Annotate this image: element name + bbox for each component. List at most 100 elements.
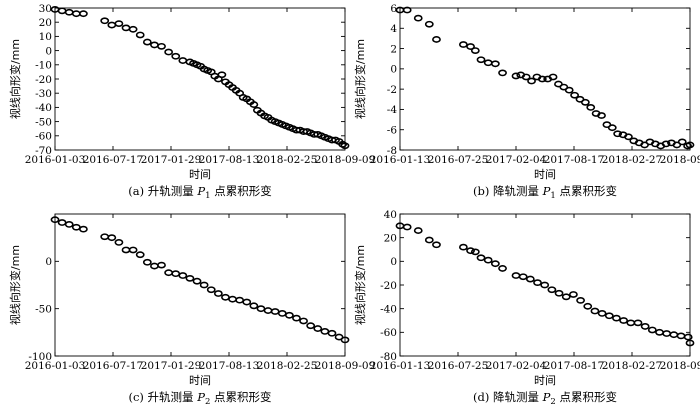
y-tick-label: 30	[39, 3, 52, 15]
data-point	[71, 223, 81, 231]
caption-variable: P	[542, 184, 551, 198]
data-point	[135, 31, 145, 39]
data-point	[199, 281, 209, 289]
data-point	[554, 289, 564, 297]
data-point	[277, 309, 287, 317]
y-tick-label: -50	[35, 116, 52, 128]
panel-caption: (b) 降轨测量 P1 点累积形变	[473, 184, 617, 201]
data-point	[100, 17, 110, 25]
data-point	[79, 10, 88, 18]
y-tick-label: -60	[380, 327, 397, 339]
data-point	[424, 20, 434, 28]
x-tick-label: 2018-02-25	[257, 154, 318, 166]
y-tick-label: -20	[380, 280, 397, 292]
data-point	[320, 327, 330, 335]
data-point	[683, 333, 693, 341]
y-axis-label: 视线向形变/mm	[353, 245, 367, 325]
data-point	[242, 298, 252, 306]
data-point	[576, 296, 585, 304]
y-tick-label: -70	[35, 145, 52, 157]
y-axis-label: 视线向形变/mm	[353, 39, 367, 119]
y-tick-label: -10	[35, 60, 52, 72]
caption-prefix: (c) 升轨测量	[128, 390, 197, 404]
x-tick-label: 2018-09-09	[315, 360, 376, 372]
data-point	[540, 281, 550, 289]
plot-frame	[399, 213, 691, 357]
x-axis-label: 时间	[189, 374, 211, 387]
data-point	[402, 223, 412, 231]
data-point	[57, 7, 67, 15]
data-point	[661, 140, 671, 148]
x-axis-label: 时间	[189, 168, 211, 181]
data-point	[669, 331, 679, 339]
data-point	[313, 325, 323, 332]
data-point	[107, 21, 117, 29]
data-point	[150, 41, 159, 49]
data-point	[470, 47, 480, 54]
data-point	[498, 265, 507, 272]
data-point	[114, 20, 124, 28]
data-point	[164, 269, 174, 277]
data-point	[142, 38, 152, 46]
data-point	[142, 258, 152, 266]
data-point	[128, 25, 138, 33]
y-tick-label: -40	[380, 303, 397, 315]
data-point	[57, 219, 67, 226]
caption-prefix: (a) 升轨测量	[128, 184, 197, 198]
data-point	[402, 6, 412, 14]
data-point	[604, 312, 614, 320]
data-point	[633, 319, 643, 327]
x-tick-label: 2016-07-25	[428, 360, 489, 372]
y-tick-label: 4	[390, 23, 397, 35]
data-point	[157, 261, 166, 269]
data-point	[424, 236, 434, 244]
data-point	[612, 314, 621, 322]
y-tick-label: -40	[35, 102, 52, 114]
plot-frame	[399, 7, 691, 151]
data-point	[527, 77, 536, 85]
y-tick-label: -50	[35, 303, 52, 315]
data-point	[171, 270, 181, 278]
data-point	[662, 330, 672, 337]
data-point	[490, 60, 500, 68]
x-tick-label: 2017-08-17	[544, 154, 605, 166]
data-point	[597, 309, 607, 317]
y-tick-label: 6	[390, 3, 397, 15]
y-tick-label: -6	[387, 125, 398, 137]
data-point	[533, 279, 542, 287]
y-axis-label: 视线向形变/mm	[8, 39, 22, 119]
data-point	[476, 254, 486, 262]
data-point	[583, 302, 593, 310]
caption-variable: P	[542, 390, 551, 404]
data-point	[64, 8, 74, 16]
y-tick-label: 0	[390, 256, 397, 268]
data-point	[647, 326, 657, 334]
chart-panel-1: 6 4 2 0 -2 -4 -6 -82016-01-132016-07-252017-02-…	[353, 3, 700, 201]
data-point	[518, 273, 528, 281]
chart-panel-0: 3020100-10-20-30-40-50-60-702016-01-0320…	[8, 3, 375, 201]
data-point	[569, 291, 578, 298]
x-tick-label: 2016-01-13	[370, 360, 431, 372]
panel-caption: (c) 升轨测量 P2 点累积形变	[128, 390, 271, 406]
data-point	[677, 138, 687, 146]
plot-frame	[54, 213, 346, 357]
y-tick-label: 20	[384, 232, 397, 244]
y-tick-label: -60	[35, 131, 52, 143]
data-point	[525, 275, 535, 283]
data-point	[619, 317, 629, 324]
x-tick-label: 2016-01-13	[370, 154, 431, 166]
x-tick-label: 2016-07-17	[83, 154, 144, 166]
x-tick-label: 2018-02-27	[602, 154, 663, 166]
x-tick-label: 2018-09-09	[660, 360, 700, 372]
y-tick-label: 20	[39, 17, 52, 29]
data-point	[640, 323, 650, 330]
caption-subscript: 2	[550, 397, 555, 406]
x-tick-label: 2017-02-04	[486, 360, 547, 372]
data-point	[466, 247, 475, 255]
data-point	[185, 274, 195, 282]
x-tick-label: 2016-07-17	[83, 360, 144, 372]
data-point	[483, 59, 493, 67]
data-point	[64, 221, 74, 228]
data-point	[597, 112, 606, 119]
